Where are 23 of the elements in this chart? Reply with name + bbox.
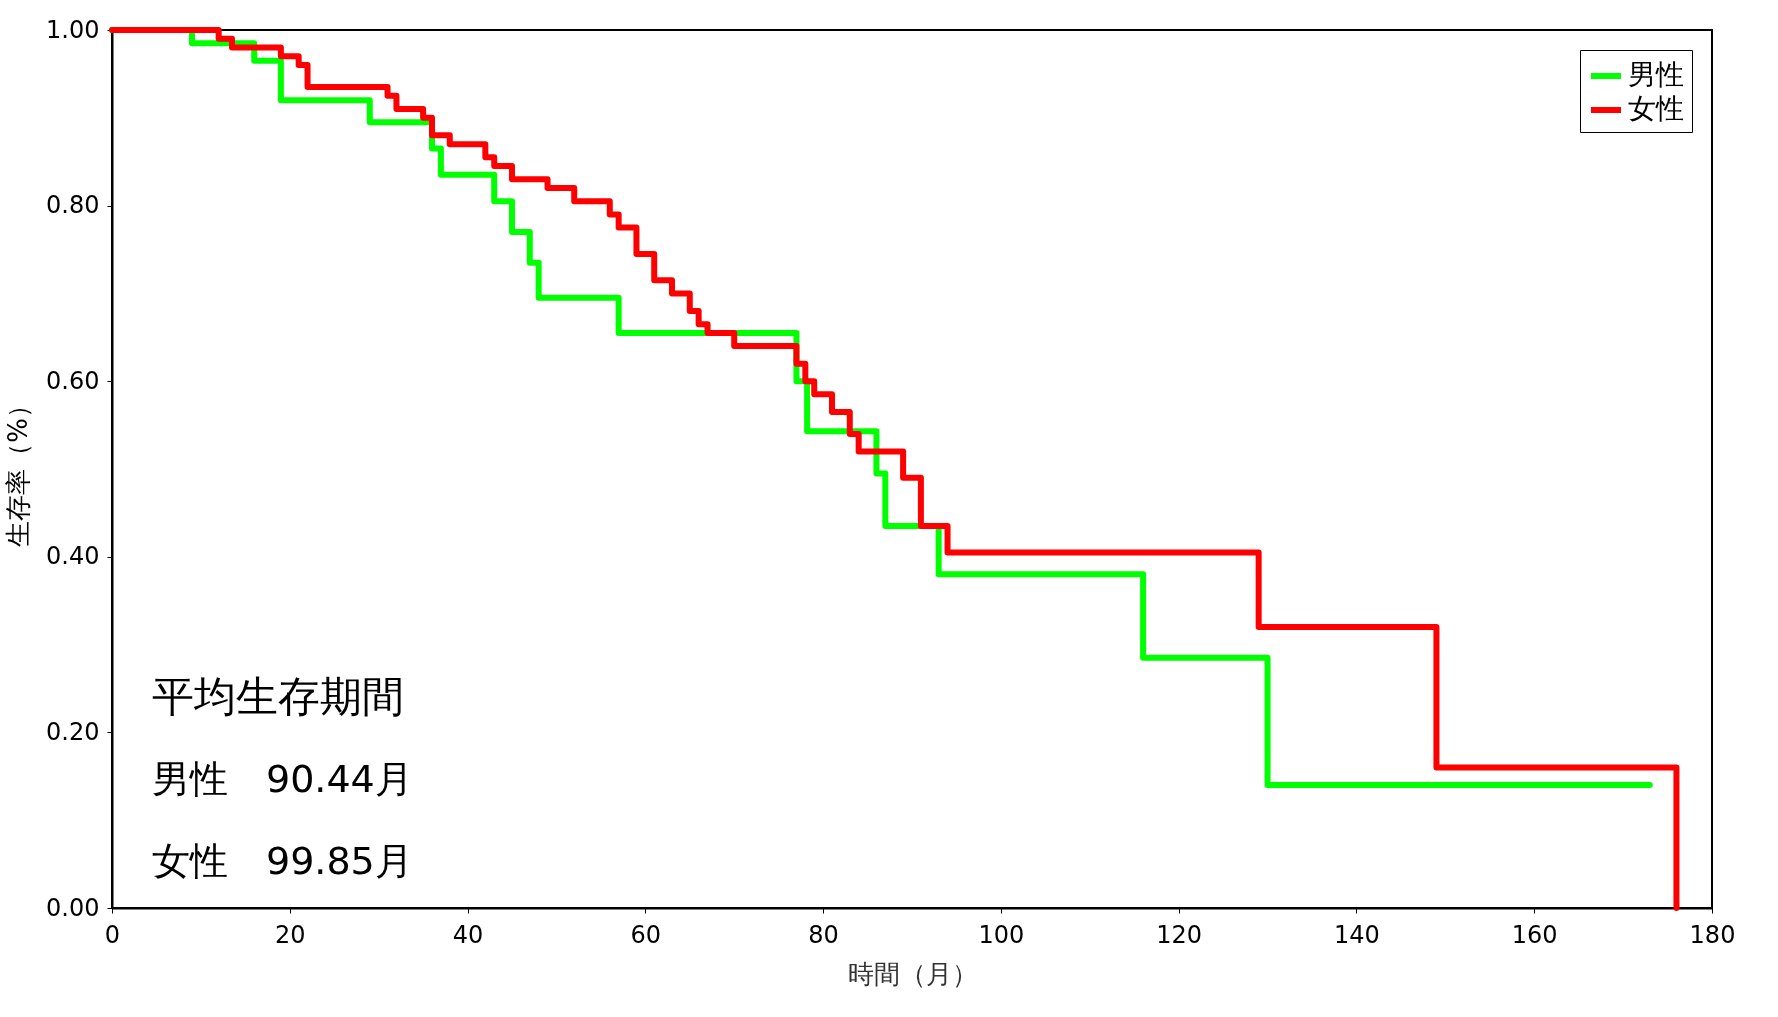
- legend-label: 男性: [1628, 58, 1684, 91]
- x-tick-label: 0: [104, 920, 121, 949]
- x-tick-label: 40: [452, 920, 484, 949]
- annotation: 男性 90.44月: [152, 756, 413, 801]
- y-tick-label: 0.20: [46, 717, 100, 746]
- x-tick-label: 160: [1511, 920, 1558, 949]
- x-tick-label: 140: [1334, 920, 1380, 949]
- annotation: 女性 99.85月: [152, 839, 413, 883]
- annotation: 平均生存期間: [152, 672, 404, 721]
- y-tick-label: 0.00: [46, 893, 100, 922]
- x-tick-label: 80: [808, 920, 839, 949]
- x-axis-title: 時間（月）: [847, 958, 978, 989]
- x-tick-label: 120: [1156, 920, 1203, 949]
- y-tick-label: 0.80: [46, 191, 100, 220]
- x-tick-label: 100: [978, 920, 1025, 949]
- y-tick-label: 0.60: [46, 366, 100, 395]
- y-tick-label: 1.00: [46, 15, 100, 44]
- y-axis-title: 生存率（%）: [3, 392, 34, 547]
- y-tick-label: 0.40: [46, 542, 100, 571]
- x-tick-label: 20: [275, 920, 306, 949]
- x-tick-label: 180: [1689, 920, 1736, 949]
- x-tick-label: 60: [630, 920, 662, 949]
- legend-label: 女性: [1628, 92, 1684, 125]
